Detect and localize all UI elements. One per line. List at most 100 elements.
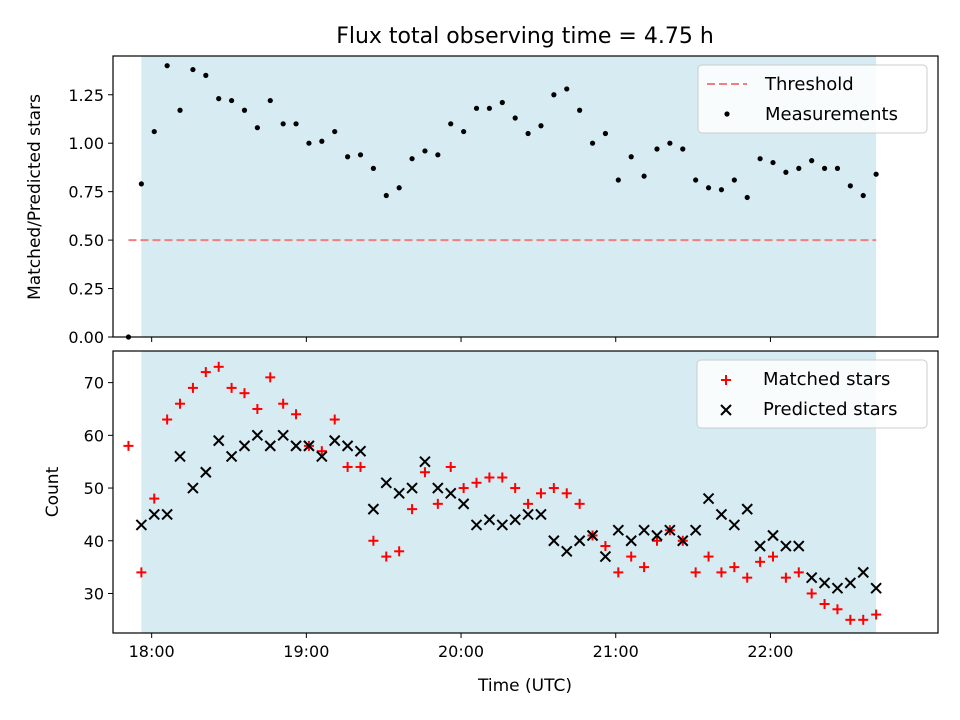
measurement-point [577,107,583,113]
matched-point [497,472,508,483]
predicted-point-b [702,492,715,505]
measurement-point [190,66,196,73]
matched-point [639,562,650,573]
measurement-point [164,63,170,69]
predicted-point-b [599,550,612,563]
matched-point [716,567,727,578]
matched-point [407,504,418,515]
matched-point [226,382,237,393]
matched-point [432,498,443,509]
matched-point [484,472,495,483]
matched-point [252,403,263,414]
top-axes-frame [112,55,939,338]
measurement-point [525,130,531,137]
measurement-point [203,72,209,78]
predicted-point-b [857,566,869,579]
measurement-point [809,158,815,164]
bottom-y-tick-label: 50 [84,479,104,498]
predicted-point-b [290,440,302,452]
legend-matched-marker [721,375,731,385]
measurement-point [512,115,518,121]
predicted-point-b [277,429,289,442]
predicted-point-b [316,450,328,463]
measurement-point [551,92,557,98]
bottom-axes-frame [112,350,939,634]
chart-title: Flux total observing time = 4.75 h [336,24,714,49]
legend-label-measurements: Measurements [765,104,898,125]
measurement-point [499,99,505,106]
predicted-point [677,535,689,547]
matched-point [535,488,546,499]
predicted-point [870,582,882,594]
measurement-point [383,192,389,199]
matched-point [510,483,521,494]
bottom-legend-box [696,359,928,429]
predicted-point [457,498,470,510]
measurement-point [409,156,415,162]
measurement-point [860,192,866,199]
predicted-point [780,540,792,552]
predicted-point-b [767,529,779,542]
x-tick-label: 18:00 [129,642,175,661]
predicted-point [728,519,741,531]
predicted-point-b [483,513,496,526]
predicted-point [831,582,844,594]
legend-label-predicted: Predicted stars [763,399,897,420]
measurement-point [718,187,725,193]
predicted-point-b [561,545,573,558]
predicted-point [406,482,418,494]
predicted-point [225,450,238,463]
predicted-point [805,571,818,584]
predicted-point-b [238,440,251,452]
predicted-point-b [689,524,702,536]
predicted-point [161,508,173,521]
predicted-point [174,450,186,463]
top-y-tick-label: 1.25 [68,86,104,105]
matched-point [342,461,353,472]
predicted-point-b [741,503,753,515]
predicted-point [741,503,753,515]
predicted-point-b [715,508,728,521]
predicted-point-b [135,519,148,531]
measurement-point [370,165,376,171]
predicted-point-b [264,440,276,452]
measurement-point [151,128,157,135]
predicted-point-b [496,519,509,531]
predicted-point [793,540,805,552]
predicted-point-b [341,440,354,452]
predicted-point-b [445,487,457,500]
measurement-point [667,140,673,146]
predicted-point [238,440,251,452]
predicted-point [612,524,625,536]
bottom-y-tick-label: 60 [84,426,104,445]
predicted-point [212,434,225,447]
predicted-point-b [329,434,341,447]
measurement-point [177,107,183,113]
matched-point [561,488,572,499]
predicted-point-b [535,508,547,521]
measurement-point [293,121,299,127]
predicted-point [573,535,586,547]
top-y-tick-label: 0.25 [68,280,104,299]
predicted-point [329,434,341,447]
predicted-point-b [818,577,831,589]
predicted-point-b [728,519,741,531]
measurement-point [873,171,879,177]
predicted-point [496,519,509,531]
measurement-point [254,125,260,131]
predicted-point-b [664,524,676,536]
predicted-point-b [470,519,483,531]
bottom-legend: Matched stars Predicted stars [696,359,928,429]
predicted-point [702,492,715,505]
predicted-point-b [393,487,405,500]
matched-point [291,409,302,420]
matched-point [832,604,843,615]
predicted-point [187,482,199,494]
predicted-point [561,545,573,558]
predicted-point-b [586,529,599,542]
measurement-point [486,105,493,111]
matched-point [136,567,147,578]
predicted-point-b [251,429,264,442]
measurement-point [461,128,467,135]
